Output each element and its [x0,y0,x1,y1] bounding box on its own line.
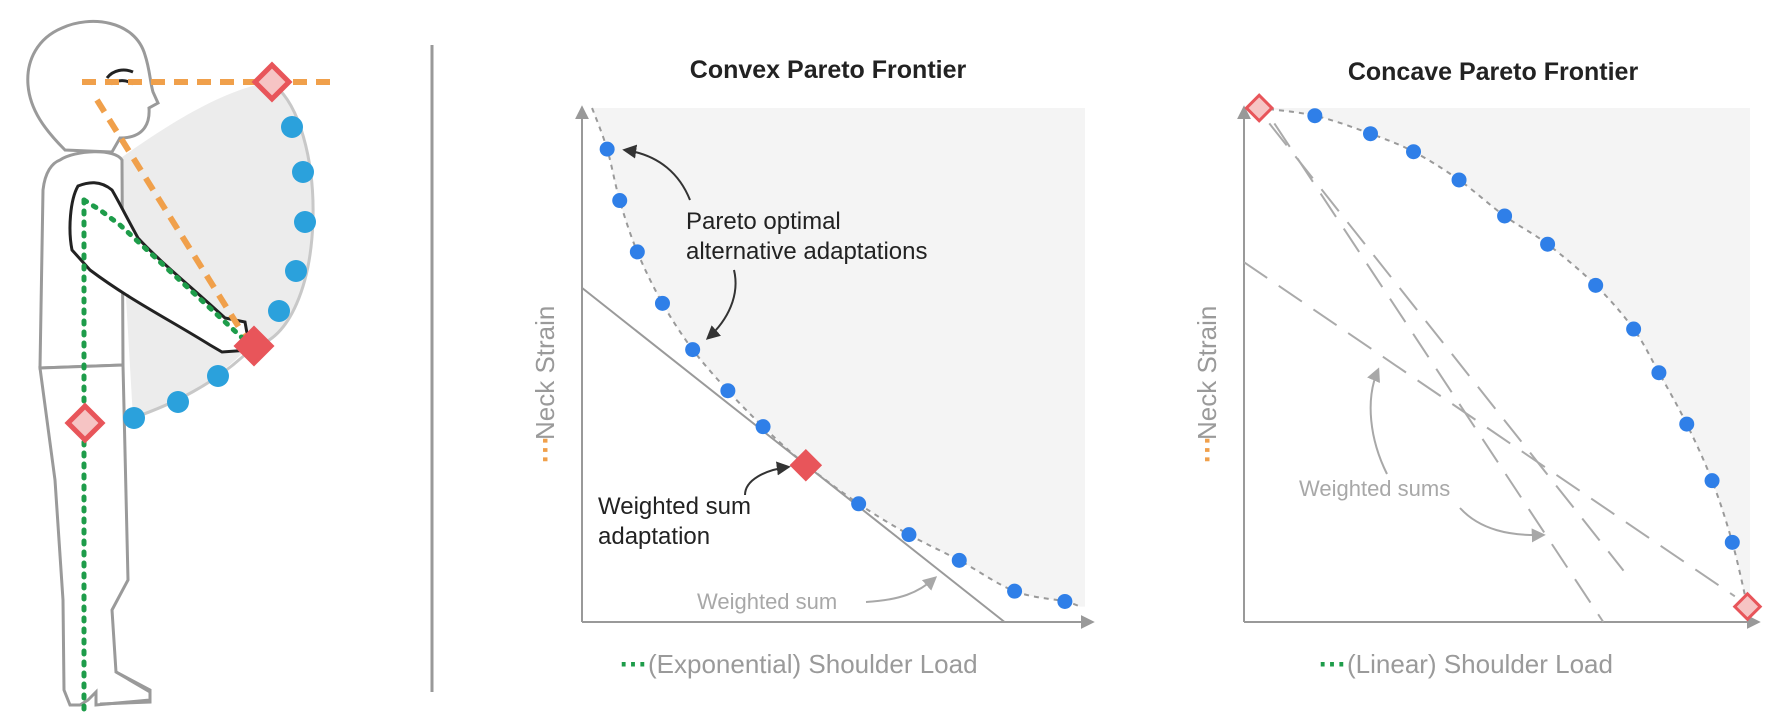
pareto-point [901,527,917,543]
alternative-point [292,161,314,183]
pareto-point [1363,126,1378,142]
pareto-point [1651,365,1667,381]
arrow-ws-concave-right [1459,507,1546,543]
neck-marker: ⋯ [529,436,560,464]
arrow-pareto-up [622,144,691,201]
illustration-alternatives [123,116,316,429]
convex-ylabel: Neck Strain [530,306,560,440]
annotation-weighted-sums: Weighted sums [1299,476,1450,501]
concave-y-axis-label: ⋯ Neck Strain [1191,306,1222,464]
pareto-point [1540,236,1556,252]
pareto-point [951,552,967,568]
pareto-point [1497,208,1513,224]
concave-axes [1237,105,1761,629]
convex-chart: Convex Pareto Frontier Pareto optimal al… [529,56,1095,679]
person-arm [68,181,252,354]
convex-feasible-region [592,108,1085,607]
arrow-ws-line [865,576,938,603]
convex-xlabel: (Exponential) Shoulder Load [648,649,978,679]
alternative-point [281,116,303,138]
reachable-region [118,82,313,418]
selected-diamond [789,448,823,482]
shoulder-line [81,197,253,713]
extreme-diamond-neck [251,61,293,103]
concave-ylabel: Neck Strain [1192,306,1222,440]
extreme-diamond [1244,93,1275,123]
annotation-ws-line-label: Weighted sum [697,589,837,614]
pareto-point [720,383,736,399]
annotation-pareto-line1: Pareto optimal [686,208,841,235]
alternative-point [207,365,229,387]
pareto-point [685,342,701,358]
pareto-point [1057,593,1073,609]
pareto-point [1451,172,1467,188]
alternative-point [268,300,290,322]
concave-weighted-sum-lines [1243,122,1736,623]
pareto-point [1679,416,1695,432]
pareto-point [1626,321,1642,337]
pareto-point [1307,108,1323,124]
weighted-sum-line [1268,122,1625,572]
arrow-pareto-down [705,269,737,340]
extreme-diamond [1732,591,1763,622]
arrow-ws-concave-up [1367,367,1388,475]
pareto-point [1588,277,1604,293]
weighted-sum-line [1243,261,1736,598]
pareto-point [1007,583,1023,599]
convex-chart-title: Convex Pareto Frontier [690,56,967,84]
pareto-point [599,141,615,157]
neck-marker: ⋯ [1191,436,1222,464]
person-head [26,20,160,154]
alternative-point [294,211,316,233]
convex-axes [575,105,1095,629]
pareto-point [1724,534,1740,550]
annotation-ws-line1: Weighted sum [598,493,751,520]
alternative-point [285,260,307,282]
shoulder-marker: ⋯ [1318,648,1346,679]
pareto-point [755,419,771,435]
pareto-point [851,496,867,512]
pareto-point [654,295,670,311]
annotation-pareto-line2: alternative adaptations [686,238,928,265]
concave-feasible-region [1259,108,1750,607]
alternative-point [123,407,145,429]
annotation-ws-line2: adaptation [598,523,710,550]
concave-chart: Concave Pareto Frontier Weighted sums ⋯ … [1191,58,1763,679]
weighted-sum-line [1273,122,1605,623]
concave-xlabel: (Linear) Shoulder Load [1347,649,1613,679]
convex-selected [789,448,823,482]
selected-diamond [233,325,275,367]
person-legs [38,363,152,707]
concave-extremes [1244,93,1763,622]
convex-points [599,141,1073,609]
convex-weighted-sum-line [581,287,1006,623]
arrow-ws-adaptation [744,461,791,496]
convex-frontier-curve [591,107,1081,608]
person-shoe [99,670,152,706]
extreme-diamond-shoulder [64,402,106,444]
concave-points [1307,108,1740,550]
pareto-point [1406,144,1422,160]
alternative-point [167,391,189,413]
shoulder-marker: ⋯ [619,648,647,679]
pareto-point [1704,473,1720,489]
pareto-point [612,193,628,209]
concave-chart-title: Concave Pareto Frontier [1348,58,1639,86]
person-illustration [26,20,338,713]
pareto-point [629,244,645,260]
convex-y-axis-label: ⋯ Neck Strain [529,306,560,464]
